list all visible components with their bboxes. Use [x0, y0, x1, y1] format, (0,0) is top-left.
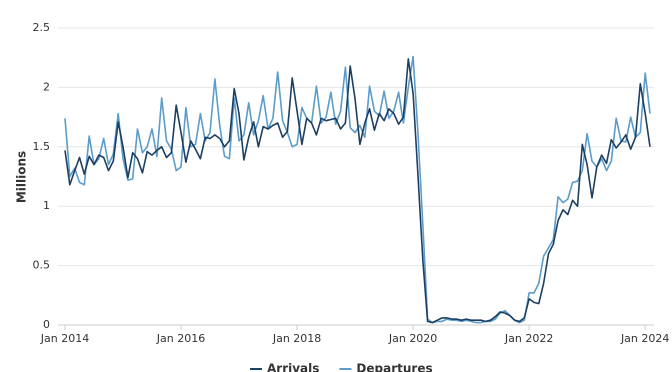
y-tick-label: 2: [43, 80, 50, 93]
legend-label: Departures: [356, 362, 432, 372]
series-line: [64, 55, 651, 324]
x-tick-label: Jan 2022: [504, 332, 553, 345]
x-tick-label: Jan 2020: [388, 332, 437, 345]
x-tick-label: Jan 2024: [620, 332, 669, 345]
y-tick-label: 1.5: [33, 140, 51, 153]
y-axis-label: Millions: [15, 151, 29, 203]
y-tick-label: 2.5: [33, 21, 51, 34]
legend-label: Arrivals: [267, 362, 319, 372]
x-tick-label: Jan 2016: [156, 332, 205, 345]
series-line: [64, 58, 651, 324]
y-tick-label: 0.5: [33, 259, 51, 272]
y-tick-label: 0: [43, 318, 50, 331]
x-tick-label: Jan 2018: [272, 332, 321, 345]
x-tick-label: Jan 2014: [40, 332, 89, 345]
y-tick-label: 1: [43, 199, 50, 212]
